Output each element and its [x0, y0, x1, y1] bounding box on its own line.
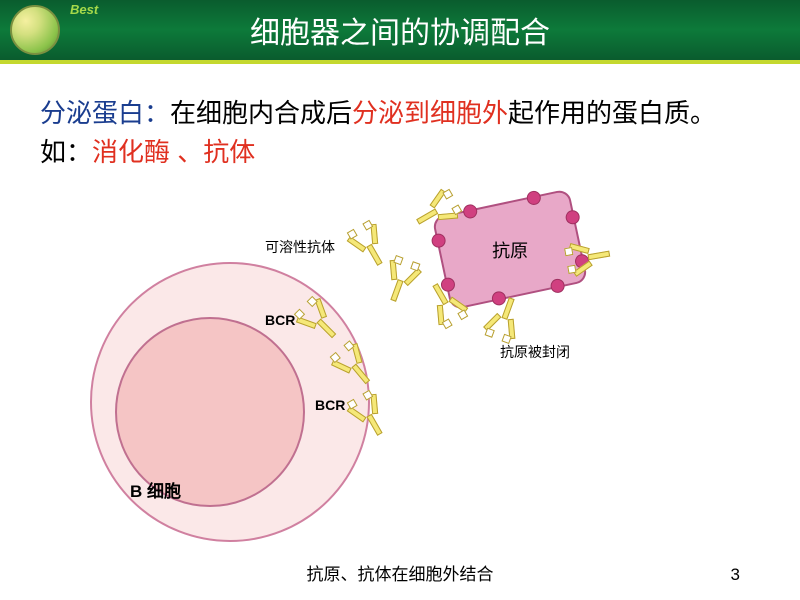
brand-text: Best — [70, 2, 98, 17]
epitope-dot — [525, 190, 542, 207]
page-number: 3 — [731, 565, 740, 585]
bcr-label-2: BCR — [315, 397, 345, 413]
term: 分泌蛋白： — [40, 98, 170, 128]
epitope-dot — [564, 209, 581, 226]
def-part1: 在细胞内合成后 — [170, 98, 352, 128]
header-bar: Best 细胞器之间的协调配合 — [0, 0, 800, 60]
antigen-antibody-diagram: B 细胞 抗原 — [150, 182, 650, 502]
epitope-dot — [430, 232, 447, 249]
logo-spiral — [0, 0, 70, 60]
b-cell-label: B 细胞 — [130, 477, 181, 502]
def-part2: 起作用的蛋白质。 — [508, 98, 716, 128]
examples: 消化酶 、抗体 — [92, 137, 255, 167]
antibody-icon — [568, 239, 613, 275]
def-highlight: 分泌到细胞外 — [352, 98, 508, 128]
diagram-caption: 抗原、抗体在细胞外结合 — [0, 560, 800, 585]
antigen-blocked-label: 抗原被封闭 — [500, 342, 570, 362]
antigen-label: 抗原 — [492, 237, 528, 263]
soluble-antibody-label: 可溶性抗体 — [265, 237, 335, 257]
bcr-label-1: BCR — [265, 312, 295, 328]
antibody-icon — [379, 258, 421, 306]
example-prefix: 如： — [40, 137, 92, 167]
definition-text: 分泌蛋白：在细胞内合成后分泌到细胞外起作用的蛋白质。 如：消化酶 、抗体 — [40, 94, 760, 172]
slide-title: 细胞器之间的协调配合 — [70, 8, 800, 52]
epitope-dot — [549, 278, 566, 295]
spiral-icon — [10, 5, 60, 55]
epitope-dot — [462, 203, 479, 220]
content-area: 分泌蛋白：在细胞内合成后分泌到细胞外起作用的蛋白质。 如：消化酶 、抗体 B 细… — [0, 64, 800, 502]
